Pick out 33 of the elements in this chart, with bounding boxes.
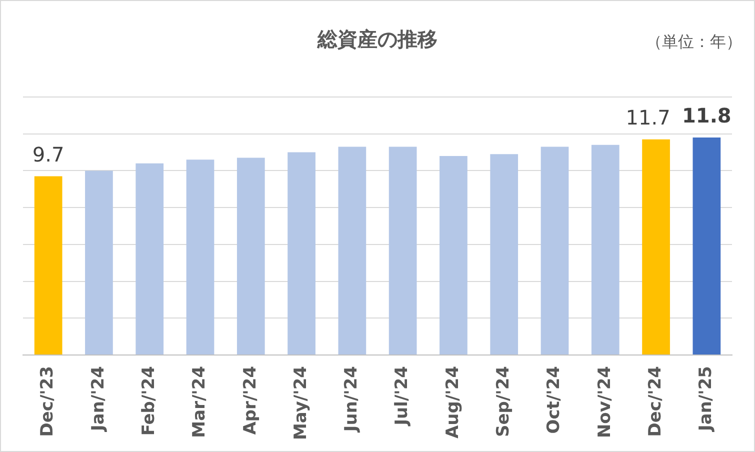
x-tick-label: Feb/'24 [139, 366, 160, 436]
chart-title: 総資産の推移 [316, 27, 438, 52]
bar [642, 139, 670, 354]
x-tick-label: Aug/'24 [442, 366, 463, 438]
data-label: 11.8 [682, 104, 732, 128]
x-tick-label: Dec/'24 [645, 366, 666, 437]
bar [236, 158, 265, 354]
data-label: 9.7 [32, 142, 64, 166]
bar [388, 146, 417, 354]
bar [692, 138, 721, 354]
bar [490, 154, 518, 354]
x-tick-label: Jun/'24 [342, 366, 362, 433]
x-tick-label: Mar/'24 [190, 366, 210, 438]
x-tick-label: Jan/'25 [696, 366, 716, 432]
bar [136, 163, 164, 354]
x-tick-label: Nov/'24 [594, 366, 615, 438]
x-tick-label: May/'24 [290, 366, 311, 440]
bar [440, 156, 468, 354]
x-tick-label: Apr/'24 [240, 366, 260, 435]
x-tick-label: Jan/'24 [88, 366, 108, 432]
x-tick-label: Sep/'24 [494, 366, 514, 437]
bar [288, 152, 316, 354]
data-label: 11.7 [626, 106, 670, 130]
bar [540, 146, 569, 354]
x-tick-label: Jul/'24 [392, 366, 412, 426]
x-tick-label: Dec/'23 [38, 366, 58, 437]
bar [34, 176, 62, 354]
bar [85, 170, 113, 354]
x-tick-label: Oct/'24 [544, 366, 564, 434]
bar [338, 146, 366, 354]
text: （単位：年） [646, 32, 742, 52]
bar [186, 160, 214, 354]
bar [591, 144, 620, 354]
